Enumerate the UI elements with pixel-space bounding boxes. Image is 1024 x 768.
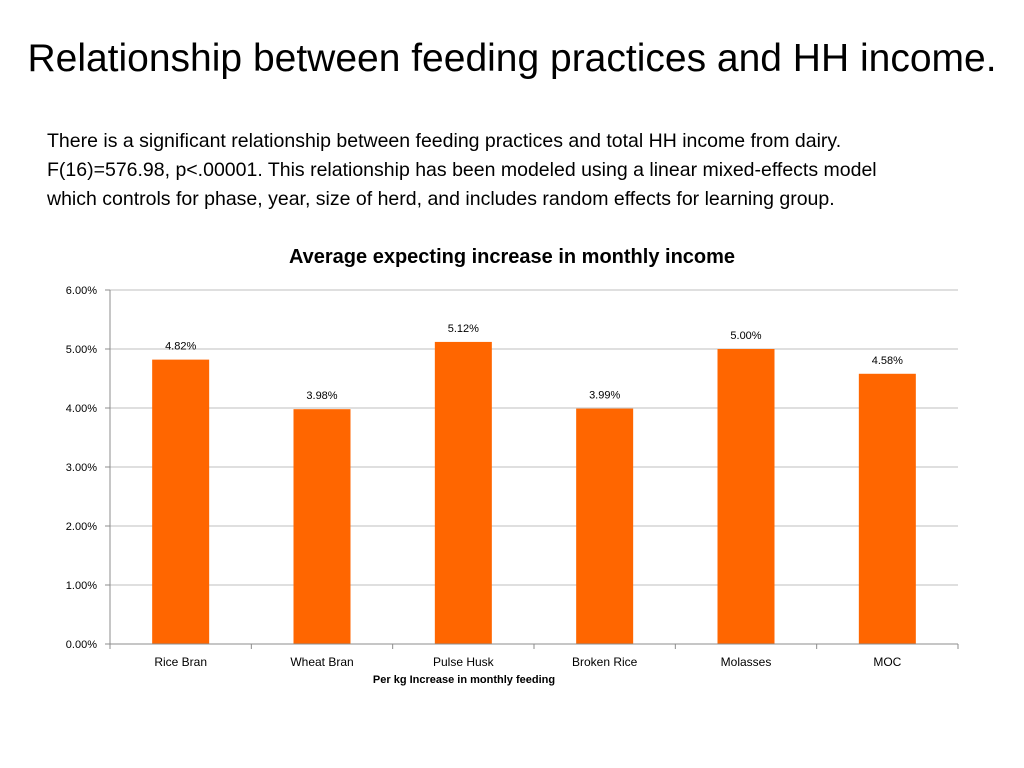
y-tick-label: 2.00% — [66, 521, 97, 533]
bar — [858, 373, 916, 644]
y-tick-label: 0.00% — [66, 639, 97, 651]
bar — [717, 349, 775, 644]
bar — [576, 408, 634, 644]
y-tick-label: 1.00% — [66, 580, 97, 592]
x-tick-label: MOC — [873, 655, 901, 669]
data-label: 3.99% — [589, 390, 620, 402]
x-tick-label: Wheat Bran — [290, 655, 353, 669]
body-line: which controls for phase, year, size of … — [47, 188, 835, 210]
body-line: F(16)=576.98, p<.00001. This relationshi… — [47, 159, 877, 181]
body-text: There is a significant relationship betw… — [47, 127, 997, 214]
y-tick-label: 5.00% — [66, 344, 97, 356]
bar — [293, 409, 351, 644]
data-label: 3.98% — [306, 390, 337, 402]
data-label: 5.12% — [448, 323, 479, 335]
y-tick-label: 3.00% — [66, 462, 97, 474]
y-tick-label: 4.00% — [66, 403, 97, 415]
bar — [152, 359, 210, 644]
bar — [434, 341, 492, 644]
data-label: 4.58% — [872, 355, 903, 367]
data-label: 4.82% — [165, 341, 196, 353]
slide-title: Relationship between feeding practices a… — [27, 37, 997, 80]
body-line: There is a significant relationship betw… — [47, 130, 842, 152]
y-tick-label: 6.00% — [66, 285, 97, 297]
x-tick-label: Pulse Husk — [433, 655, 495, 669]
x-tick-label: Molasses — [721, 655, 772, 669]
data-label: 5.00% — [730, 330, 761, 342]
x-axis-title: Per kg Increase in monthly feeding — [373, 674, 555, 686]
chart-title: Average expecting increase in monthly in… — [288, 246, 736, 268]
x-tick-label: Rice Bran — [154, 655, 207, 669]
x-tick-label: Broken Rice — [572, 655, 638, 669]
